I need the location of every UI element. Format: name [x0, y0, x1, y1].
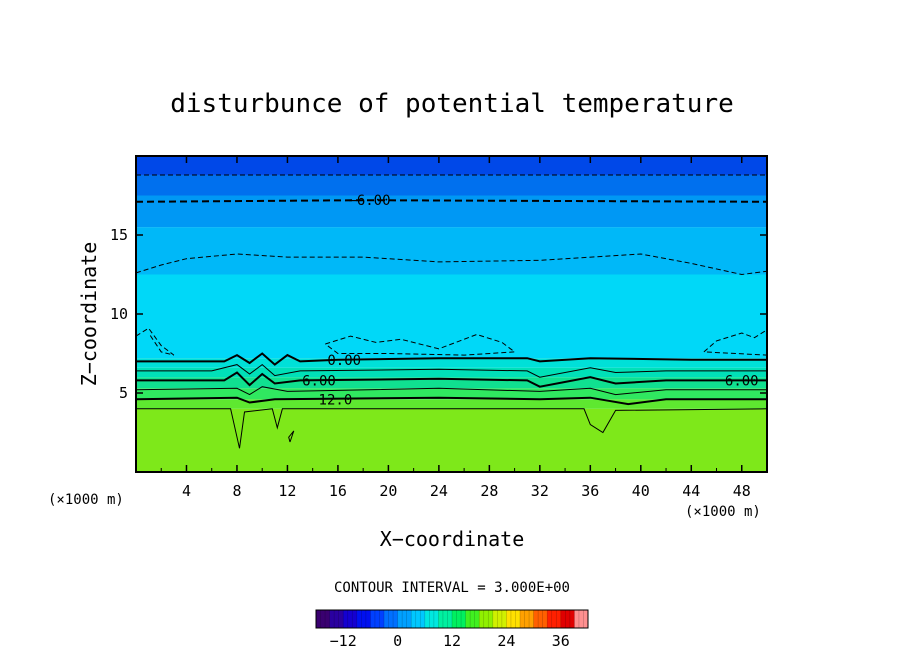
colorbar-swatch: [424, 610, 439, 628]
colorbar-swatch: [533, 610, 548, 628]
contour-line-4: [136, 363, 767, 378]
contour-line-11: [324, 333, 516, 356]
x-tick-label: 8: [232, 482, 241, 500]
x-tick-label: 16: [329, 482, 347, 500]
y-tick-label: 5: [119, 384, 128, 402]
colorbar-swatch: [492, 610, 507, 628]
y-tick-label: 15: [110, 226, 128, 244]
x-axis-title: X−coordinate: [380, 527, 525, 551]
colorbar-tick-label: 12: [443, 632, 461, 650]
x-tick-label: 32: [531, 482, 549, 500]
x-axis: 4 8 12 16 20 24 28 32 36 40 44 48: [160, 156, 751, 500]
x-tick-label: 48: [733, 482, 751, 500]
fill-layer-10: [136, 156, 767, 175]
colorbar-swatch: [411, 610, 426, 628]
x-tick-label: 24: [430, 482, 448, 500]
plot-area: [136, 156, 767, 472]
contour-line-8: [136, 408, 768, 449]
colorbar-swatch: [329, 610, 344, 628]
fill-layer-9: [136, 174, 767, 196]
colorbar-swatch: [356, 610, 371, 628]
contour-line-1: [135, 199, 768, 203]
y-axis: 5 10 15: [110, 226, 767, 402]
colorbar-swatch: [574, 610, 589, 628]
fill-layer-3: [136, 377, 767, 389]
colorbar-frame: [315, 609, 589, 629]
fill-layer-2: [136, 388, 767, 400]
fill-layer-0: [136, 408, 767, 472]
contour-line-9: [288, 430, 295, 443]
contour-lines: [135, 174, 768, 449]
colorbar-swatch: [452, 610, 467, 628]
colorbar: [315, 610, 589, 628]
colorbar-tick-label: 36: [552, 632, 570, 650]
colorbar-swatch: [384, 610, 399, 628]
colorbar-swatch: [506, 610, 521, 628]
y-axis-title: Z−coordinate: [77, 242, 101, 387]
fill-layer-7: [136, 227, 767, 275]
colorbar-ticks: −12 0 12 24 36: [330, 632, 570, 650]
contour-line-10: [135, 327, 175, 356]
colorbar-swatch: [479, 610, 494, 628]
x-tick-label: 40: [632, 482, 650, 500]
contour-line-6: [135, 386, 767, 396]
fill-layer-1: [136, 399, 767, 409]
colorbar-swatch: [560, 610, 575, 628]
colorbar-tick-label: 0: [393, 632, 402, 650]
x-tick-label: 4: [182, 482, 191, 500]
contour-label-3: 12.0: [319, 392, 353, 408]
contour-label-4: 6.00: [725, 373, 759, 389]
fill-layer-4: [136, 367, 767, 378]
y-unit-label: (×1000 m): [48, 492, 124, 508]
contour-line-2: [135, 253, 768, 276]
colorbar-tick-label: −12: [330, 632, 357, 650]
contour-line-3: [136, 352, 767, 366]
x-tick-label: 44: [682, 482, 700, 500]
contour-label-1: 0.00: [327, 353, 361, 369]
y-tick-label: 10: [110, 305, 128, 323]
colorbar-swatch: [520, 610, 535, 628]
colorbar-tick-label: 24: [497, 632, 515, 650]
x-tick-label: 12: [278, 482, 296, 500]
colorbar-swatch: [316, 610, 331, 628]
x-tick-label: 20: [379, 482, 397, 500]
fill-layer-5: [136, 358, 767, 368]
contour-line-5: [136, 371, 767, 388]
colorbar-swatch: [397, 610, 412, 628]
chart-title: disturbunce of potential temperature: [170, 89, 734, 119]
contour-label-0: −6.00: [348, 193, 390, 209]
x-tick-label: 28: [480, 482, 498, 500]
contour-label-2: 6.00: [302, 373, 336, 389]
contour-interval-note: CONTOUR INTERVAL = 3.000E+00: [334, 580, 570, 596]
colorbar-swatch: [438, 610, 453, 628]
contour-labels: −6.00 0.00 6.00 12.0 6.00: [302, 193, 758, 408]
colorbar-swatch: [370, 610, 385, 628]
x-tick-label: 36: [581, 482, 599, 500]
contour-line-7: [135, 396, 767, 406]
fill-layer-6: [136, 274, 767, 359]
colorbar-swatch: [547, 610, 562, 628]
colorbar-swatch: [343, 610, 358, 628]
x-unit-label: (×1000 m): [685, 504, 761, 520]
colorbar-swatch: [465, 610, 480, 628]
